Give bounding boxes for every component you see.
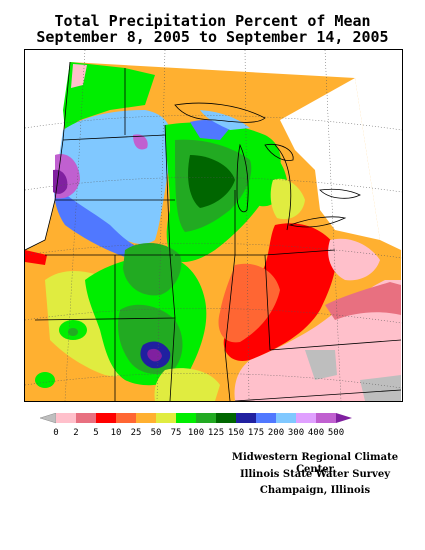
legend-arrow-left	[39, 412, 57, 424]
region-lower-michigan-yellow	[270, 178, 305, 220]
legend-tick-label: 400	[308, 428, 324, 437]
legend-swatch-7	[176, 413, 196, 423]
region-southeast-rose	[325, 282, 401, 320]
legend-tick-label: 25	[131, 428, 142, 437]
legend-swatch-4	[116, 413, 136, 423]
credit-organization: Midwestern Regional Climate Center	[231, 452, 399, 475]
region-west-green-spot-2	[68, 328, 78, 336]
legend-swatch-6	[156, 413, 176, 423]
legend-swatch-5	[136, 413, 156, 423]
graticule	[25, 50, 402, 401]
legend-tick-label: 5	[93, 428, 98, 437]
legend-tick-label: 500	[328, 428, 344, 437]
region-minnesota-blue	[54, 185, 145, 260]
color-legend: 0 2 5 10 25 50 75 100 125 150 175 200 30…	[39, 412, 390, 441]
region-west-green-spot-3	[35, 372, 55, 388]
legend-swatch-9	[216, 413, 236, 423]
region-canada-white	[280, 78, 380, 240]
legend-tick-label: 200	[268, 428, 284, 437]
state-borders	[25, 61, 402, 401]
region-violet-pocket	[147, 348, 162, 362]
region-northwest-strip	[63, 62, 155, 130]
legend-tick-label: 125	[208, 428, 224, 437]
region-upper-peninsula-violet	[133, 134, 148, 150]
legend-swatches	[39, 412, 352, 424]
legend-tick-label: 175	[248, 428, 264, 437]
legend-tick-label: 2	[73, 428, 78, 437]
region-lake-superior-blue	[200, 110, 250, 130]
legend-swatch-10	[236, 413, 256, 423]
legend-swatch-3	[96, 413, 116, 423]
legend-swatch-12	[276, 413, 296, 423]
legend-tick-label: 75	[171, 428, 182, 437]
legend-ticks: 0 2 5 10 25 50 75 100 125 150 175 200 30…	[53, 428, 344, 438]
map-title-line2: September 8, 2005 to September 14, 2005	[36, 28, 389, 46]
legend-tick-label: 10	[111, 428, 122, 437]
legend-tick-label: 0	[53, 428, 58, 437]
legend-swatch-13	[296, 413, 316, 423]
credit-location: Champaign, Illinois	[259, 485, 371, 496]
legend-tick-label: 150	[228, 428, 244, 437]
region-gray-zero	[305, 350, 337, 380]
legend-swatch-11	[256, 413, 276, 423]
legend-swatch-2	[76, 413, 96, 423]
region-west-red	[25, 250, 47, 265]
great-lakes	[174, 102, 361, 228]
legend-swatch-1	[56, 413, 76, 423]
legend-arrow-right	[336, 413, 352, 423]
legend-tick-label: 100	[188, 428, 204, 437]
legend-swatch-8	[196, 413, 216, 423]
region-iowa-green	[123, 243, 182, 296]
map-title-line1: Total Precipitation Percent of Mean	[54, 12, 371, 30]
precipitation-map	[24, 49, 403, 402]
legend-tick-label: 50	[151, 428, 162, 437]
region-pink-east	[328, 238, 380, 281]
region-northwest-pink	[71, 64, 87, 88]
legend-svg: 0 2 5 10 25 50 75 100 125 150 175 200 30…	[39, 412, 352, 438]
legend-tick-label: 300	[288, 428, 304, 437]
region-eastern-redorange	[218, 263, 280, 343]
region-gray-zero-south	[360, 375, 401, 401]
legend-swatch-14	[316, 413, 336, 423]
region-wisconsin-deepgreen	[188, 155, 235, 208]
credit-survey: Illinois State Water Survey	[239, 469, 391, 480]
precipitation-map-svg	[25, 50, 402, 401]
